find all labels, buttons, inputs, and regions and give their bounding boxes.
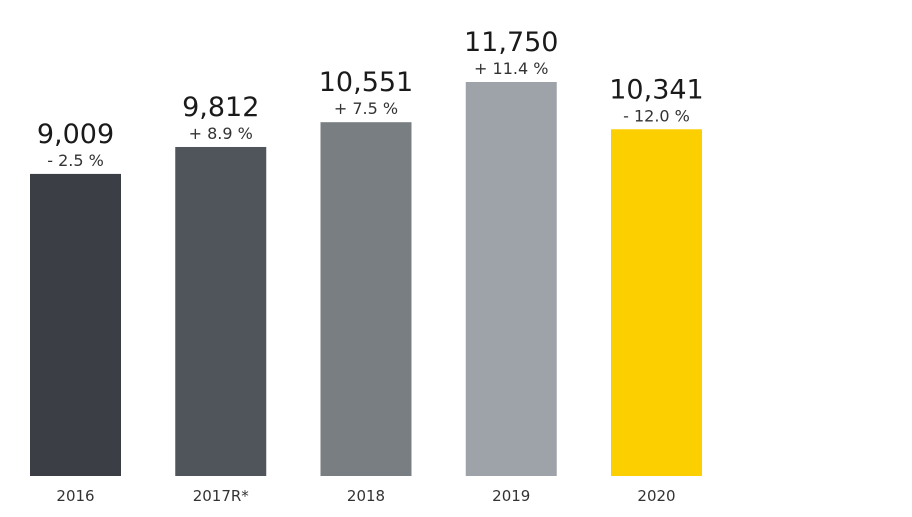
bar-2019 (465, 82, 557, 476)
x-tick-label: 2017R* (193, 487, 250, 505)
change-label: - 12.0 % (623, 106, 690, 125)
bar-2016 (30, 173, 121, 476)
x-tick-label: 2020 (637, 487, 675, 505)
bar-2020 (611, 129, 702, 476)
labels-layer: 9,009- 2.5 % 2016 9,812+ 8.9 % 2017R* 10,551… (37, 27, 704, 505)
bars-layer (30, 82, 702, 477)
x-tick-label: 2019 (492, 487, 530, 505)
value-label: 10,551 (319, 67, 413, 98)
x-tick-label: 2016 (56, 487, 94, 505)
change-label: - 2.5 % (47, 151, 104, 170)
change-label: + 11.4 % (474, 59, 548, 78)
change-label: + 8.9 % (189, 124, 253, 143)
value-label: 9,812 (182, 92, 259, 123)
value-label: 11,750 (464, 27, 558, 58)
change-label: + 7.5 % (334, 99, 398, 118)
x-tick-label: 2018 (347, 487, 385, 505)
bar-2018 (320, 122, 412, 476)
bar-2017r (175, 146, 267, 477)
value-label: 9,009 (37, 119, 114, 150)
value-label: 10,341 (609, 74, 703, 105)
